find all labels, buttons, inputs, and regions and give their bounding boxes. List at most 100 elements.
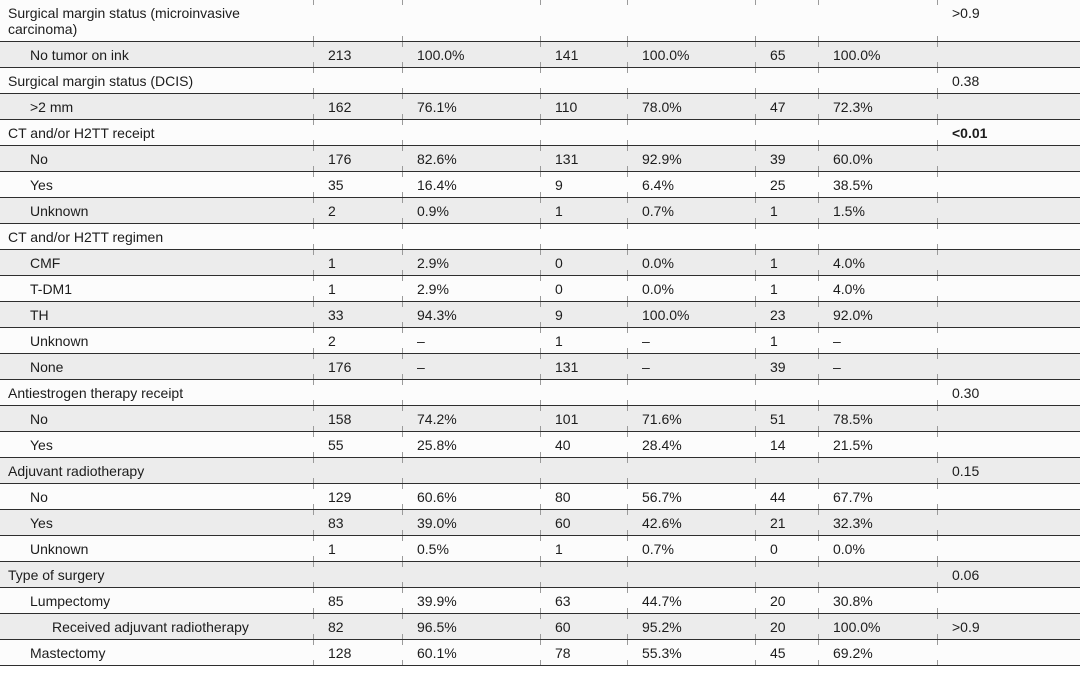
percent-cell: 2.9%: [402, 275, 540, 302]
percent-cell: 4.0%: [818, 249, 937, 276]
table-row: Adjuvant radiotherapy 0.15: [0, 457, 1080, 484]
count-cell: 1: [540, 535, 627, 562]
count-cell: 1: [755, 249, 818, 276]
percent-cell: 39.9%: [402, 587, 540, 614]
count-cell: 21: [755, 509, 818, 536]
row-label-cell: T-DM1: [0, 275, 313, 302]
row-label-cell: No tumor on ink: [0, 41, 313, 68]
count-cell: 128: [313, 639, 402, 666]
percent-cell: 60.6%: [402, 483, 540, 510]
percent-cell: 28.4%: [627, 431, 755, 458]
count-cell: 9: [540, 301, 627, 328]
percent-cell: –: [818, 327, 937, 354]
p-value-cell: [937, 145, 1080, 172]
count-cell: 176: [313, 353, 402, 380]
count-cell: 39: [755, 145, 818, 172]
row-label-cell: >2 mm: [0, 93, 313, 120]
percent-cell: 100.0%: [402, 41, 540, 68]
paper-table-page: Surgical margin status (microinvasive ca…: [0, 0, 1080, 666]
percent-cell: 0.7%: [627, 535, 755, 562]
percent-cell: [818, 0, 937, 42]
count-cell: 1: [313, 535, 402, 562]
percent-cell: 72.3%: [818, 93, 937, 120]
row-label-cell: Unknown: [0, 197, 313, 224]
count-cell: 55: [313, 431, 402, 458]
p-value-cell: [937, 301, 1080, 328]
p-value-cell: >0.9: [937, 613, 1080, 640]
table-row: No 176 82.6% 131 92.9% 39 60.0%: [0, 145, 1080, 172]
percent-cell: 0.9%: [402, 197, 540, 224]
table-row: Mastectomy 128 60.1% 78 55.3% 45 69.2%: [0, 639, 1080, 666]
percent-cell: –: [627, 353, 755, 380]
count-cell: [313, 0, 402, 42]
count-cell: 60: [540, 613, 627, 640]
percent-cell: 21.5%: [818, 431, 937, 458]
percent-cell: 76.1%: [402, 93, 540, 120]
row-label-cell: Lumpectomy: [0, 587, 313, 614]
count-cell: [313, 457, 402, 484]
count-cell: 110: [540, 93, 627, 120]
count-cell: 20: [755, 613, 818, 640]
row-label-cell: No: [0, 145, 313, 172]
row-label-cell: CMF: [0, 249, 313, 276]
percent-cell: [627, 457, 755, 484]
percent-cell: 2.9%: [402, 249, 540, 276]
percent-cell: –: [402, 353, 540, 380]
count-cell: 176: [313, 145, 402, 172]
count-cell: 33: [313, 301, 402, 328]
count-cell: 0: [540, 249, 627, 276]
percent-cell: [627, 561, 755, 588]
percent-cell: 0.0%: [627, 275, 755, 302]
p-value-cell: [937, 535, 1080, 562]
p-value-cell: [937, 483, 1080, 510]
row-label-cell: Received adjuvant radiotherapy: [0, 613, 313, 640]
count-cell: 131: [540, 145, 627, 172]
table-row: No 129 60.6% 80 56.7% 44 67.7%: [0, 483, 1080, 510]
category-label-cell: CT and/or H2TT regimen: [0, 223, 313, 250]
category-label-cell: Surgical margin status (microinvasive ca…: [0, 0, 313, 42]
p-value-cell: 0.06: [937, 561, 1080, 588]
percent-cell: 0.0%: [818, 535, 937, 562]
percent-cell: 60.1%: [402, 639, 540, 666]
category-label-cell: Surgical margin status (DCIS): [0, 67, 313, 94]
row-label-cell: No: [0, 405, 313, 432]
table-row: CMF 1 2.9% 0 0.0% 1 4.0%: [0, 249, 1080, 276]
percent-cell: 96.5%: [402, 613, 540, 640]
percent-cell: 0.5%: [402, 535, 540, 562]
percent-cell: 25.8%: [402, 431, 540, 458]
count-cell: 82: [313, 613, 402, 640]
table-row: Type of surgery 0.06: [0, 561, 1080, 588]
count-cell: 101: [540, 405, 627, 432]
count-cell: 0: [755, 535, 818, 562]
p-value-cell: [937, 509, 1080, 536]
characteristics-table: Surgical margin status (microinvasive ca…: [0, 0, 1080, 666]
percent-cell: [627, 379, 755, 406]
count-cell: [313, 561, 402, 588]
count-cell: 1: [540, 327, 627, 354]
table-row: Unknown 1 0.5% 1 0.7% 0 0.0%: [0, 535, 1080, 562]
percent-cell: 30.8%: [818, 587, 937, 614]
percent-cell: –: [402, 327, 540, 354]
percent-cell: [402, 67, 540, 94]
percent-cell: [627, 223, 755, 250]
p-value-cell: [937, 353, 1080, 380]
p-value-cell: 0.15: [937, 457, 1080, 484]
table-row: Unknown 2 0.9% 1 0.7% 1 1.5%: [0, 197, 1080, 224]
percent-cell: [402, 561, 540, 588]
count-cell: 23: [755, 301, 818, 328]
row-label-cell: Unknown: [0, 535, 313, 562]
p-value-cell: [937, 587, 1080, 614]
row-label-cell: TH: [0, 301, 313, 328]
count-cell: 45: [755, 639, 818, 666]
count-cell: [755, 0, 818, 42]
count-cell: 47: [755, 93, 818, 120]
table-row: >2 mm 162 76.1% 110 78.0% 47 72.3%: [0, 93, 1080, 120]
percent-cell: 38.5%: [818, 171, 937, 198]
percent-cell: 56.7%: [627, 483, 755, 510]
percent-cell: –: [818, 353, 937, 380]
percent-cell: 1.5%: [818, 197, 937, 224]
row-label-cell: Yes: [0, 171, 313, 198]
percent-cell: 6.4%: [627, 171, 755, 198]
count-cell: [540, 0, 627, 42]
percent-cell: 78.5%: [818, 405, 937, 432]
